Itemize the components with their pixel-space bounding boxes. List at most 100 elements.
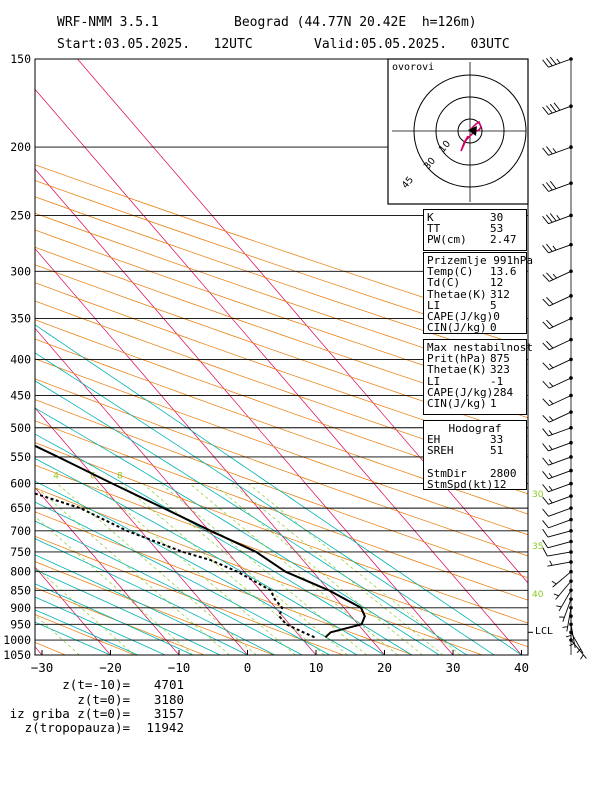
dry-adiabat-line [35,229,528,401]
moist-adiabat-line [35,554,248,655]
freezing-level-key: iz griba z(t=0)= [9,706,130,721]
dry-adiabat-line [35,212,528,383]
panel-row: CAPE(J/kg) 284 [427,387,523,398]
wind-barb [542,528,573,538]
panel-row: CAPE(J/kg) 0 [427,311,523,322]
temperature-tick-label: 0 [244,660,252,675]
theta-e-label: 35 [532,542,543,552]
wind-barb [569,638,587,660]
pressure-tick-label: 800 [10,565,31,579]
mixing-ratio-line [35,485,230,655]
hodograph-title: ovorovi [392,62,434,73]
panel-row-key: CIN(J/kg) [427,321,487,335]
lcl-label: LCL [535,626,553,637]
panel-surface: Prizemlje 991hPa Temp(C) 13.6 Td(C) 12 Theta… [423,252,533,334]
dry-adiabat-line [35,535,345,655]
mixing-ratio-line [93,483,296,655]
temperature-tick-label: 30 [445,660,460,675]
mixing-ratio-line [212,483,423,655]
panel-row-key: Td(C) [427,276,461,290]
start-time: Start:03.05.2025. 12UTC [57,37,253,52]
wind-barb [542,547,573,557]
freezing-level-value: 3157 [153,706,184,721]
temperature-tick-label: 20 [377,660,392,675]
wind-barb [542,56,573,68]
dry-adiabat-line [35,561,275,655]
wind-barb [542,517,573,529]
pressure-tick-label: 850 [10,583,31,597]
mixing-ratio-label: 4 [53,472,59,482]
panel-row-value: 284 [493,385,514,399]
panel-row: LI -1 [427,374,523,388]
pressure-tick-label: 1050 [3,648,31,662]
panel-row-value: -1 [490,374,504,388]
wind-barb [542,494,573,505]
wind-barb [542,455,573,466]
hodograph-trace [460,120,482,152]
wind-barb [542,316,573,330]
model-title: WRF-NMM 3.5.1 [57,15,159,30]
panel-row-key: LI [427,298,441,312]
wind-barb [542,410,573,423]
panel-row: CIN(J/kg) 0 [427,322,523,333]
mixing-ratio-line [120,483,325,655]
freezing-level-value: 11942 [146,720,184,735]
wind-barb [542,376,573,389]
panel-row-value: 33 [490,433,504,447]
dry-adiabat-line [35,180,528,349]
freezing-level-value: 3180 [153,692,184,707]
panel-row-key: Thetae(K) [427,287,487,301]
freezing-level-row: z(t=-10)= 4701 [0,677,184,692]
panel-row: TT 53 [427,223,523,234]
panel-row-key: Thetae(K) [427,363,487,377]
panel-row-value: 312 [490,287,510,301]
wind-barb [542,468,573,480]
panel-row: Thetae(K) 312 [427,287,523,301]
temperature-tick-label: −10 [168,660,191,675]
panel-row-key: SREH [427,444,454,458]
moist-adiabat-line [35,569,221,655]
wind-barb [542,539,573,549]
panel-row-key: PW(cm) [427,233,467,247]
pressure-tick-label: 150 [10,52,31,66]
pressure-tick-label: 450 [10,388,31,402]
pressure-tick-label: 900 [10,601,31,615]
plot-frame [34,58,529,656]
wind-barb [551,569,573,588]
pressure-tick-label: 550 [10,450,31,464]
wind-barb [542,393,573,407]
pressure-tick-label: 700 [10,524,31,538]
pressure-tick-label: 350 [10,312,31,326]
pressure-tick-label: 300 [10,264,31,278]
panel-row-value: 12 [493,477,507,491]
mixing-ratio-line [35,516,194,655]
mixing-ratio-line [248,483,461,655]
panel-row-key: CAPE(J/kg) [427,310,494,324]
freezing-level-key: z(tropopauza)= [24,720,130,735]
valid-time: Valid:05.05.2025. 03UTC [314,37,510,52]
panel-row-value: 2800 [490,466,517,480]
wind-barb [542,357,573,370]
wind-barb [542,242,573,254]
pressure-tick-label: 500 [10,421,31,435]
theta-e-label: 40 [532,590,544,600]
pressure-tick-label: 250 [10,208,31,222]
isotherm-line [35,248,385,655]
pressure-tick-label: 200 [10,140,31,154]
panel-row-value: 13.6 [490,265,517,279]
station-title: Beograd (44.77N 20.42E h=126m) [234,15,477,30]
pressure-tick-label: 950 [10,617,31,631]
freezing-level-row: z(tropopauza)= 11942 [0,720,184,735]
wind-barb [569,630,584,654]
wind-barb [542,425,573,437]
panel-row-value: 875 [490,352,510,366]
panel-row-value: 30 [490,211,504,224]
panel-row: StmDir 2800 [427,466,523,480]
wind-barb [542,481,573,493]
wind-barb [553,579,573,600]
isotherm-line [35,327,317,655]
panel-row-value: 0 [493,310,500,324]
panel-row: LI 5 [427,300,523,311]
wind-barb [542,294,573,307]
